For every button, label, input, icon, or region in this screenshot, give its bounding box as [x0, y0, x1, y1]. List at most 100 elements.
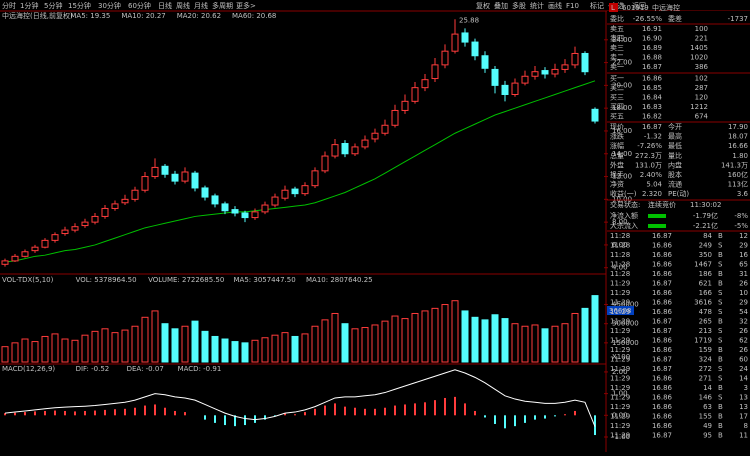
badge-box [609, 3, 618, 12]
tick-count: 29 [739, 299, 748, 307]
candle-body [31, 246, 39, 252]
period-tab[interactable]: 更多> [236, 1, 256, 10]
candle-body [201, 187, 209, 198]
tick-time: 11:29 [610, 289, 630, 297]
volume-bar [551, 325, 559, 363]
tool-button[interactable]: 统计 [530, 1, 544, 10]
tick-side: S [718, 308, 723, 316]
period-tab[interactable]: 15分钟 [68, 1, 91, 10]
indicator-label: DIF: -0.52 [76, 365, 110, 373]
candle-body [91, 215, 99, 223]
tick-time: 11:29 [610, 422, 630, 430]
tick-time: 11:29 [610, 403, 630, 411]
tool-button[interactable]: 画线 [548, 1, 562, 10]
flow-value: -1.79亿 [693, 211, 718, 220]
candle-body [81, 221, 89, 227]
tick-count: 26 [739, 280, 748, 288]
candle-body [521, 75, 529, 84]
tick-time: 11:29 [610, 308, 630, 316]
book-volume: 120 [695, 94, 708, 102]
tick-price: 16.87 [652, 232, 672, 240]
period-tab[interactable]: 30分钟 [98, 1, 121, 10]
volume-bar [191, 320, 199, 363]
period-tab[interactable]: 月线 [194, 1, 208, 10]
label: 股本 [668, 170, 682, 179]
period-tab[interactable]: 1分钟 [20, 1, 38, 10]
y-tick-label: 14.00 [612, 150, 632, 158]
book-price: 16.85 [642, 84, 662, 92]
volume-bar [111, 332, 119, 363]
tick-volume: 621 [699, 280, 712, 288]
tool-button[interactable]: F10 [566, 2, 579, 10]
book-volume: 386 [695, 63, 709, 71]
tool-button[interactable]: 多股 [512, 1, 526, 10]
tick-volume: 1467 [694, 261, 712, 269]
tick-volume: 155 [699, 413, 712, 421]
tick-count: 10 [739, 289, 748, 297]
tick-count: 54 [739, 308, 748, 316]
indicator-label: MA10: 2807640.25 [306, 276, 373, 284]
volume-bar [321, 319, 329, 363]
tick-time: 11:29 [610, 327, 630, 335]
volume-bar [431, 307, 439, 363]
candle-body [171, 173, 179, 182]
book-label: 买一 [610, 75, 624, 83]
label: 委差 [668, 14, 682, 23]
tick-volume: 186 [699, 270, 713, 278]
tick-side: S [718, 299, 723, 307]
candle-body [391, 109, 399, 126]
label: PE(动) [668, 189, 689, 198]
flow-pct: -5% [734, 222, 748, 230]
tool-button[interactable]: 返回 [632, 2, 646, 10]
book-volume: 100 [695, 25, 708, 33]
tick-volume: 213 [699, 327, 712, 335]
tool-button[interactable]: 标记 [590, 1, 604, 10]
tick-volume: 272 [699, 365, 712, 373]
dif-line [4, 369, 596, 427]
volume-bar [411, 312, 419, 363]
tick-count: 29 [739, 242, 748, 250]
tick-price: 16.87 [652, 318, 672, 326]
candle-body [461, 32, 469, 43]
label: 换手 [610, 170, 624, 179]
tick-volume: 14 [703, 384, 712, 392]
candle-body [381, 124, 389, 134]
volume-bar [541, 328, 549, 363]
tick-price: 16.86 [652, 394, 673, 402]
volume-bar [341, 323, 349, 363]
value: 16.87 [642, 123, 662, 131]
book-label: 买三 [610, 94, 624, 102]
panel-title: 中远海控(日线,前复权) [2, 11, 73, 20]
volume-bar [221, 338, 229, 363]
tick-count: 31 [739, 270, 748, 278]
volume-bar [1, 346, 9, 363]
period-tab[interactable]: 5分钟 [44, 1, 62, 10]
candle-body [541, 70, 549, 75]
ma60-line [4, 80, 596, 263]
tick-price: 16.86 [652, 422, 673, 430]
tick-time: 11:28 [610, 251, 630, 259]
candle-body [41, 239, 49, 248]
candle-body [481, 55, 489, 69]
tick-price: 16.87 [652, 432, 672, 440]
tool-button[interactable]: 复权 [476, 1, 490, 10]
period-tab[interactable]: 日线 [158, 1, 172, 10]
book-price: 16.82 [642, 113, 662, 121]
tick-time: 11:29 [610, 365, 630, 373]
panel-title: MACD(12,26,9) [2, 365, 55, 373]
tick-side: B [718, 413, 723, 421]
period-tab[interactable]: 分时 [2, 1, 16, 10]
value: -1737 [728, 15, 748, 23]
period-tab[interactable]: 60分钟 [128, 1, 151, 10]
candle-body [421, 79, 429, 89]
tick-side: B [718, 232, 723, 240]
tool-button[interactable]: 叠加 [494, 1, 508, 10]
tick-side: B [718, 384, 723, 392]
status-value: 连续竞价 [648, 200, 676, 209]
tick-volume: 324 [699, 356, 713, 364]
value: 2.40% [640, 171, 663, 179]
volume-bar [121, 329, 129, 363]
period-tab[interactable]: 周线 [176, 1, 190, 10]
tick-volume: 478 [699, 308, 712, 316]
period-tab[interactable]: 多周期 [212, 1, 233, 10]
